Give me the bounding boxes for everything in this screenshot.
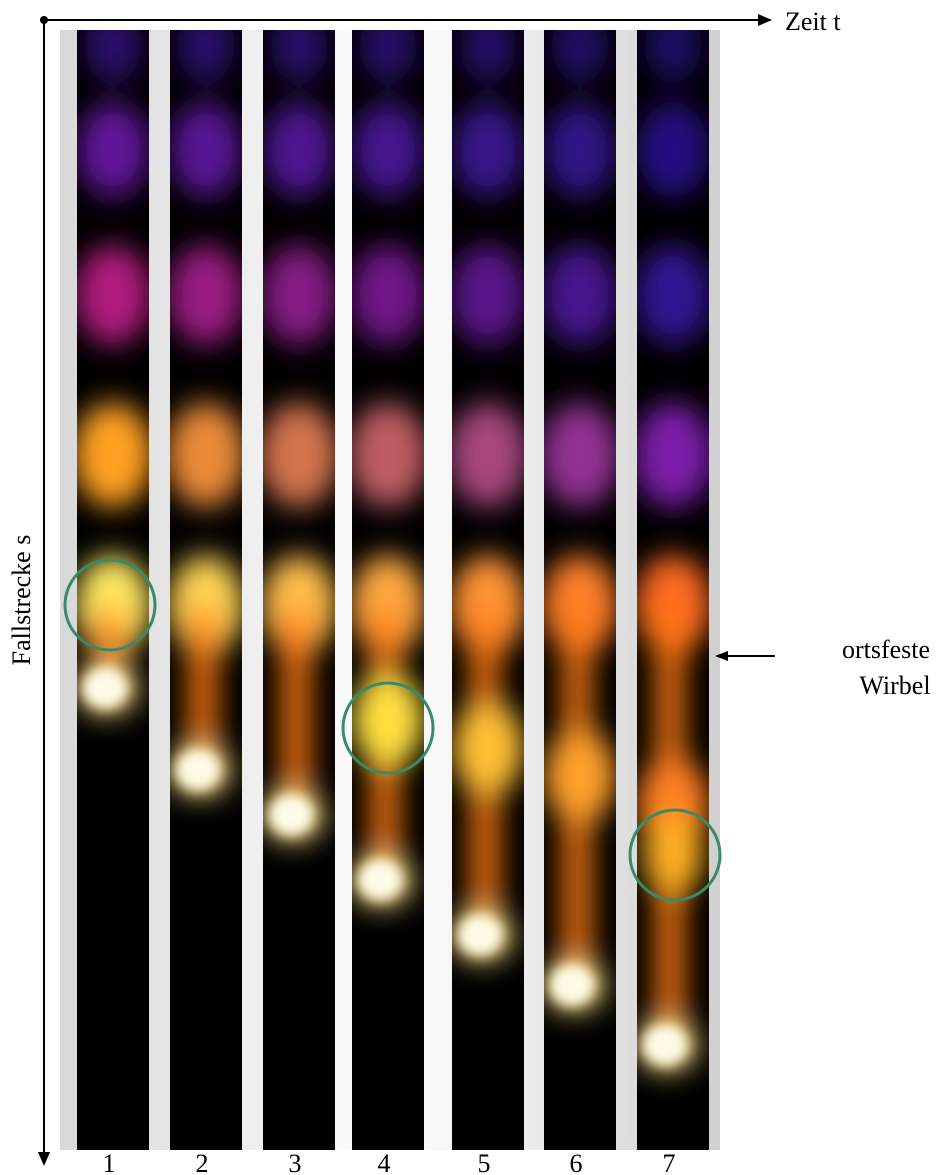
annotation-line: Wirbel (859, 671, 930, 700)
vortex (542, 245, 618, 345)
vortex (637, 103, 709, 198)
vortex (271, 8, 328, 83)
strip (540, 8, 620, 1151)
vortex (259, 403, 339, 508)
droplet (269, 795, 313, 835)
annotation-line: ortsfeste (842, 635, 930, 664)
strip-labels: 1 2 3 4 5 6 7 (103, 1149, 676, 1175)
droplet (176, 750, 220, 790)
vortex (85, 8, 142, 83)
strip-label: 3 (289, 1149, 302, 1175)
y-axis-label: Fallstrecke s (7, 535, 36, 666)
vortex (170, 103, 242, 198)
droplet (458, 915, 502, 955)
vortex (168, 245, 244, 345)
vortex (350, 245, 426, 345)
strip-label: 4 (378, 1149, 391, 1175)
vortex (166, 403, 246, 508)
vortex (544, 103, 616, 198)
vortex (261, 245, 337, 345)
vortex (643, 815, 703, 895)
vortex (178, 8, 235, 83)
vortex (348, 403, 428, 508)
strip-label: 2 (196, 1149, 209, 1175)
vortex (540, 403, 620, 508)
vortex (635, 245, 711, 345)
x-axis-label: Zeit t (785, 7, 841, 36)
tail (281, 610, 311, 815)
arrow-head (38, 1152, 50, 1166)
strip-label: 6 (570, 1149, 583, 1175)
vortex (460, 8, 517, 83)
vortex (352, 103, 424, 198)
vortex (73, 403, 153, 508)
vortex (544, 728, 616, 824)
strip-label: 5 (478, 1149, 491, 1175)
vortex (448, 403, 528, 508)
droplet (550, 965, 594, 1005)
strip-label: 1 (103, 1149, 116, 1175)
vortex (75, 245, 151, 345)
vortex (452, 103, 524, 198)
vortex (633, 403, 713, 508)
strip (166, 8, 246, 1151)
strip (259, 8, 339, 1151)
strip (348, 8, 428, 1151)
strip (448, 8, 528, 1151)
figure: Zeit t Fallstrecke s ortsfeste Wirbel 1 2… (0, 0, 951, 1175)
vortex (452, 700, 524, 796)
arrow-head (758, 14, 772, 26)
droplet (358, 860, 402, 900)
vortex (450, 245, 526, 345)
vortex (552, 8, 609, 83)
vortex (352, 672, 424, 768)
vortex (263, 103, 335, 198)
droplet (643, 1025, 687, 1065)
vortex (77, 103, 149, 198)
strip-label: 7 (663, 1149, 676, 1175)
droplet (83, 668, 127, 708)
strip (633, 8, 713, 1151)
vortex (645, 8, 702, 83)
strip (73, 8, 153, 1151)
vortex (360, 8, 417, 83)
origin (40, 16, 48, 24)
